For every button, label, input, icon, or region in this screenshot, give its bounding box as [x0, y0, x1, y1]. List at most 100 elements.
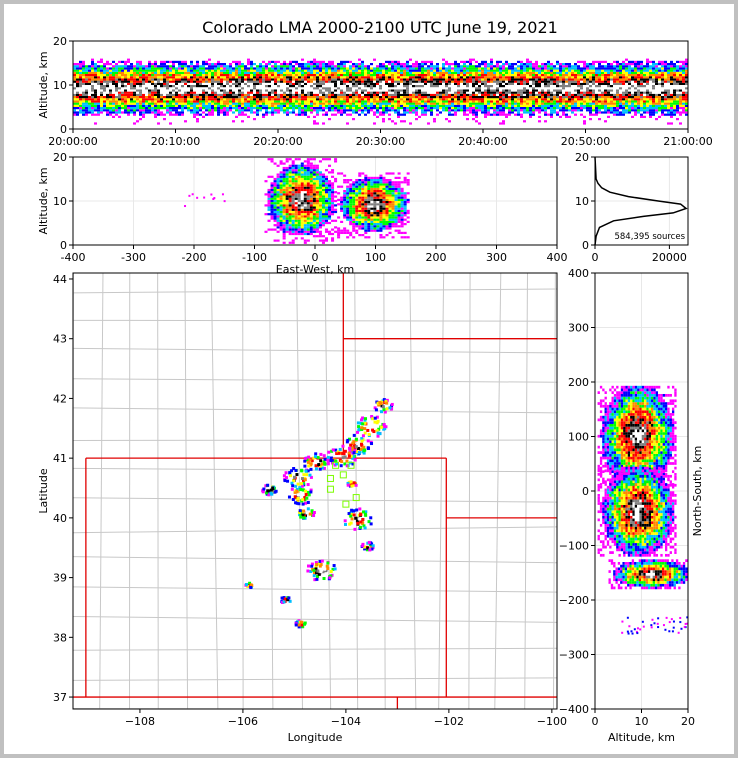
density-cell — [664, 104, 667, 107]
density-cell — [280, 63, 283, 66]
density-cell — [97, 104, 100, 107]
density-cell — [133, 65, 136, 68]
density-cell — [406, 67, 409, 70]
density-cell — [76, 98, 79, 101]
density-cell — [412, 76, 415, 79]
density-cell — [661, 63, 664, 66]
density-cell — [604, 71, 607, 74]
density-cell — [424, 87, 427, 90]
density-cell — [97, 102, 100, 105]
density-cell — [499, 113, 502, 116]
density-cell — [646, 60, 649, 63]
density-cell — [145, 80, 148, 83]
density-cell — [685, 107, 688, 110]
density-cell — [274, 104, 277, 107]
density-cell — [436, 69, 439, 72]
density-cell — [340, 104, 343, 107]
density-cell — [343, 60, 346, 63]
density-cell — [556, 78, 559, 81]
density-cell — [367, 85, 370, 88]
density-cell — [319, 67, 322, 70]
density-cell — [298, 71, 301, 74]
density-cell — [292, 76, 295, 79]
density-cell — [273, 193, 277, 196]
density-cell — [415, 109, 418, 112]
density-cell — [529, 107, 532, 110]
density-cell — [670, 122, 673, 125]
density-cell — [235, 107, 238, 110]
density-cell — [673, 65, 676, 68]
density-cell — [619, 113, 622, 116]
density-cell — [178, 67, 181, 70]
density-cell — [538, 67, 541, 70]
density-cell — [568, 74, 571, 77]
density-cell — [598, 71, 601, 74]
density-cell — [76, 85, 79, 88]
density-cell — [676, 74, 679, 77]
density-cell — [523, 104, 526, 107]
density-cell — [658, 76, 661, 79]
density-cell — [673, 87, 676, 90]
density-cell — [253, 76, 256, 79]
density-cell — [430, 100, 433, 103]
density-cell — [211, 82, 214, 85]
density-cell — [643, 85, 646, 88]
density-cell — [436, 85, 439, 88]
density-cell — [163, 82, 166, 85]
density-cell — [262, 93, 265, 96]
density-cell — [403, 71, 406, 74]
density-cell — [607, 96, 610, 99]
density-cell — [466, 102, 469, 105]
density-cell — [160, 113, 163, 116]
density-cell — [193, 98, 196, 101]
density-cell — [376, 98, 379, 101]
density-cell — [670, 109, 673, 112]
density-cell — [637, 111, 640, 114]
density-cell — [115, 87, 118, 90]
density-cell — [253, 111, 256, 114]
density-cell — [502, 93, 505, 96]
density-cell — [454, 104, 457, 107]
density-cell — [580, 109, 583, 112]
density-cell — [433, 76, 436, 79]
density-cell — [394, 100, 397, 103]
density-cell — [268, 78, 271, 81]
density-cell — [145, 69, 148, 72]
density-cell — [367, 96, 370, 99]
density-cell — [175, 98, 178, 101]
density-cell — [301, 76, 304, 79]
density-cell — [577, 93, 580, 96]
density-cell — [241, 100, 244, 103]
density-cell — [652, 113, 655, 116]
density-cell — [97, 67, 100, 70]
density-cell — [508, 80, 511, 83]
density-cell — [589, 102, 592, 105]
density-cell — [562, 113, 565, 116]
density-cell — [256, 87, 259, 90]
density-cell — [526, 96, 529, 99]
density-cell — [370, 89, 373, 92]
density-cell — [610, 85, 613, 88]
density-cell — [658, 69, 661, 72]
density-cell — [505, 82, 508, 85]
density-cell — [406, 80, 409, 83]
density-cell — [523, 65, 526, 68]
density-cell — [292, 96, 295, 99]
density-cell — [202, 115, 205, 118]
density-cell — [274, 65, 277, 68]
density-cell — [415, 63, 418, 66]
density-cell — [481, 78, 484, 81]
density-cell — [355, 109, 358, 112]
density-cell — [376, 71, 379, 74]
density-cell — [100, 71, 103, 74]
density-cell — [619, 104, 622, 107]
density-cell — [517, 71, 520, 74]
density-cell — [517, 104, 520, 107]
density-cell — [172, 104, 175, 107]
density-cell — [267, 208, 271, 211]
density-cell — [160, 100, 163, 103]
density-cell — [273, 180, 277, 183]
density-cell — [349, 65, 352, 68]
density-cell — [112, 69, 115, 72]
density-cell — [370, 109, 373, 112]
